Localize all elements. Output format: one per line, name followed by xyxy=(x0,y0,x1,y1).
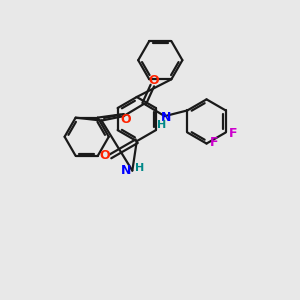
Text: F: F xyxy=(229,128,237,140)
Text: F: F xyxy=(210,136,218,148)
Text: H: H xyxy=(157,120,166,130)
Text: H: H xyxy=(135,163,144,173)
Text: O: O xyxy=(99,149,110,162)
Text: N: N xyxy=(161,110,171,124)
Text: O: O xyxy=(121,113,131,127)
Text: N: N xyxy=(121,164,132,177)
Text: O: O xyxy=(148,74,159,87)
